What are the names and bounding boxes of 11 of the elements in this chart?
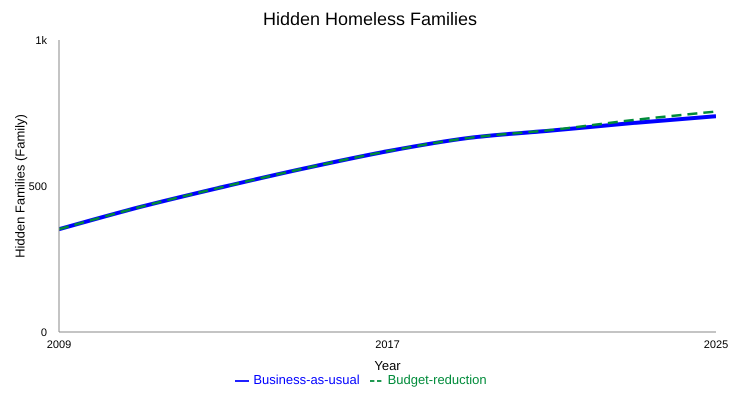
- y-tick-label: 0: [40, 326, 47, 339]
- legend-label: Business-as-usual: [253, 372, 360, 387]
- x-tick-label: 2017: [375, 338, 400, 351]
- x-tick-label: 2009: [46, 338, 72, 351]
- chart-title: Hidden Homeless Families: [262, 8, 478, 31]
- legend-label: Budget-reduction: [388, 372, 487, 387]
- y-axis-title: Hidden Families (Family): [12, 114, 28, 258]
- y-tick-label: 500: [28, 180, 47, 193]
- x-axis-title: Year: [374, 358, 402, 373]
- x-tick-label: 2025: [704, 338, 728, 351]
- y-tick-label: 1k: [35, 34, 48, 47]
